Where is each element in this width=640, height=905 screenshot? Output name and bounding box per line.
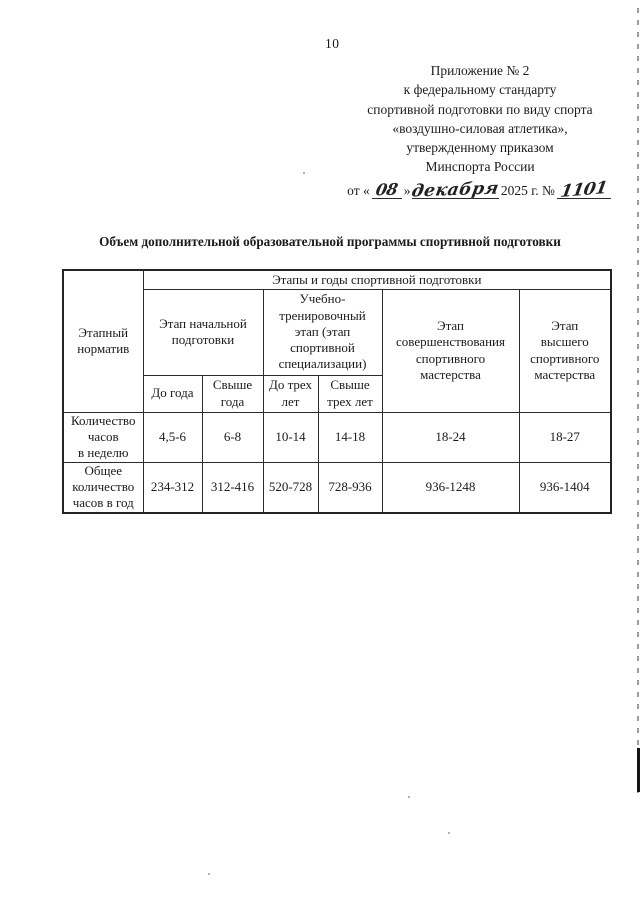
- scan-noise-dot: [408, 796, 410, 798]
- cell-yearly-hours-value: 936-1248: [381, 461, 520, 514]
- cell-subheader-over-three: Свыше трех лет: [317, 374, 383, 413]
- appendix-header: Приложение № 2 к федеральному стандарту …: [346, 61, 614, 204]
- scan-edge-dark-artifact: [637, 748, 640, 792]
- order-date-line: от «08 »декабря2025 г. № 1101: [346, 178, 614, 204]
- cell-weekly-hours-value: 14-18: [317, 411, 383, 463]
- cell-yearly-hours-value: 234-312: [142, 461, 203, 514]
- cell-initial-stage-header: Этап начальной подготовки: [142, 288, 264, 376]
- appendix-header-line: утвержденному приказом: [406, 140, 554, 156]
- document-title: Объем дополнительной образовательной про…: [99, 234, 561, 249]
- cell-highest-stage-header: Этап высшего спортивного мастерства: [518, 288, 612, 413]
- cell-weekly-hours-value: 18-27: [518, 411, 612, 463]
- table-row-yearly-hours: Общее количество часов в год 234-312 312…: [62, 461, 612, 514]
- cell-yearly-hours-value: 728-936: [317, 461, 383, 514]
- cell-stage-standard-header: Этапный норматив: [62, 269, 144, 413]
- page-number: 10: [325, 36, 340, 51]
- appendix-header-line: к федеральному стандарту: [403, 82, 557, 98]
- appendix-header-line: спортивной подготовки по виду спорта: [367, 101, 593, 117]
- scan-edge-artifact: [637, 8, 639, 800]
- appendix-header-line: Приложение № 2: [430, 63, 530, 78]
- appendix-header-line: Минспорта России: [425, 159, 535, 175]
- cell-yearly-hours-value: 936-1404: [518, 461, 612, 514]
- cell-weekly-hours-value: 10-14: [262, 411, 319, 463]
- scan-noise-dot: [208, 873, 210, 875]
- cell-yearly-hours-value: 312-416: [201, 461, 264, 514]
- cell-subheader-under-year: До года: [142, 374, 203, 413]
- order-date-close-quote: »: [403, 182, 411, 198]
- cell-subheader-over-year: Свыше года: [201, 374, 264, 413]
- scan-noise-dot: [448, 832, 450, 834]
- order-date-prefix: от «: [347, 182, 370, 198]
- cell-weekly-hours-value: 4,5-6: [142, 411, 203, 463]
- cell-improvement-stage-header: Этап совершенствования спортивного масте…: [381, 288, 520, 413]
- cell-weekly-hours-value: 18-24: [381, 411, 520, 463]
- cell-weekly-hours-label: Количество часов в неделю: [62, 411, 144, 463]
- scan-noise-dot: [303, 172, 305, 174]
- cell-stages-years-header: Этапы и годы спортивной подготовки: [142, 269, 612, 290]
- cell-yearly-hours-value: 520-728: [262, 461, 319, 514]
- order-date-year: 2025 г. №: [500, 182, 555, 198]
- table-row-weekly-hours: Количество часов в неделю 4,5-6 6-8 10-1…: [62, 411, 612, 463]
- cell-weekly-hours-value: 6-8: [201, 411, 264, 463]
- handwritten-day: 08: [371, 179, 402, 199]
- cell-training-stage-header: Учебно- тренировочный этап (этап спортив…: [262, 288, 383, 376]
- handwritten-order-number: 1101: [556, 178, 611, 202]
- training-volume-table: Этапный норматив Этапы и годы спортивной…: [62, 269, 613, 514]
- cell-yearly-hours-label: Общее количество часов в год: [62, 461, 144, 514]
- appendix-header-line: «воздушно-силовая атлетика»,: [392, 120, 568, 136]
- cell-subheader-under-three: До трех лет: [262, 374, 319, 413]
- handwritten-month: декабря: [410, 178, 502, 202]
